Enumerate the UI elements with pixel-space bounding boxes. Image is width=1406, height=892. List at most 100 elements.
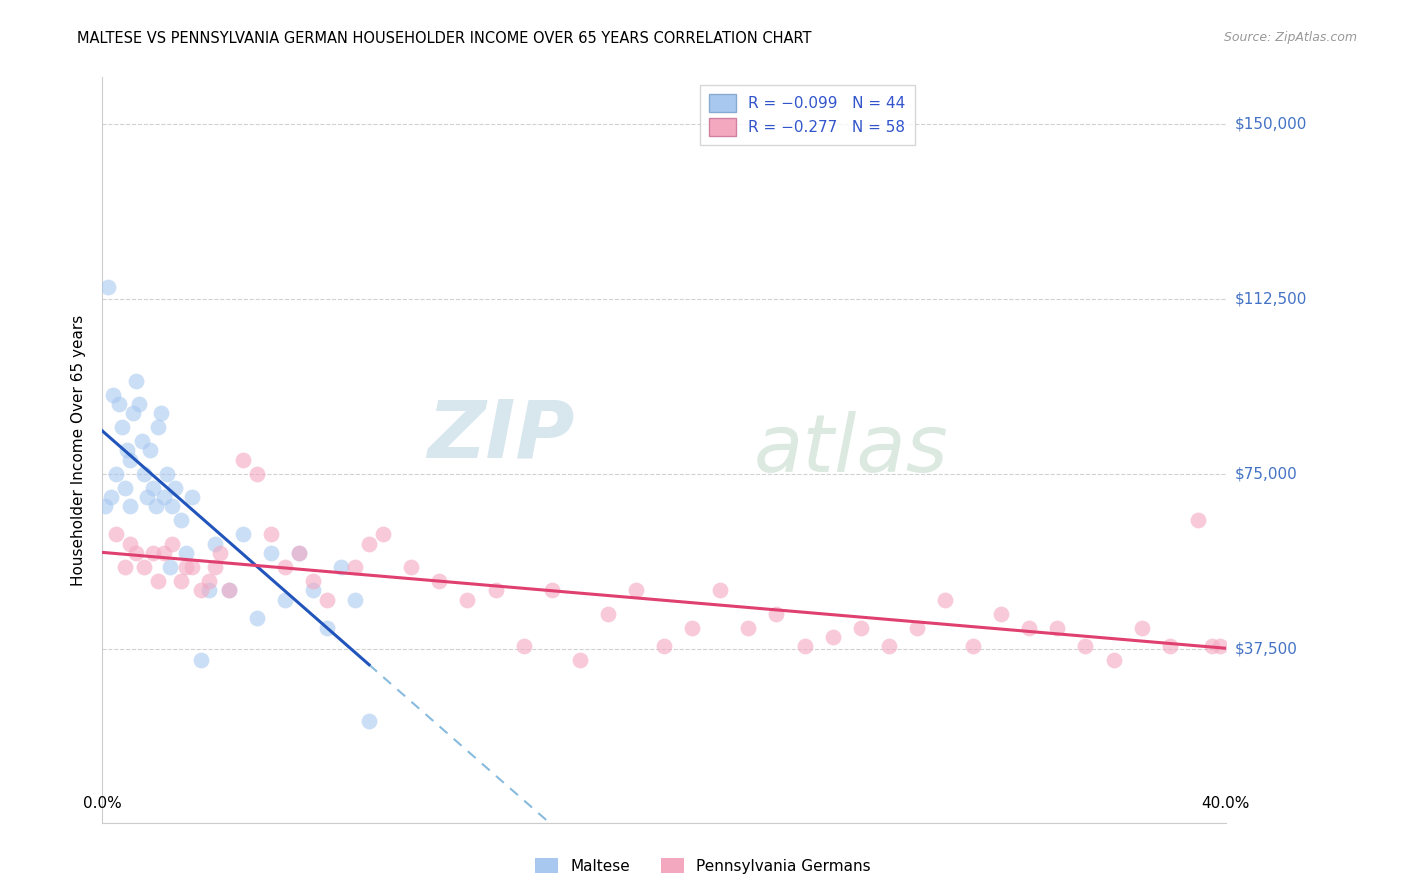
Point	[122, 406, 145, 420]
Point	[934, 592, 956, 607]
Point	[288, 546, 311, 560]
Point	[652, 640, 675, 654]
Point	[737, 621, 759, 635]
Point	[94, 500, 117, 514]
Point	[288, 546, 311, 560]
Point	[232, 452, 254, 467]
Point	[302, 574, 325, 588]
Point	[1159, 640, 1181, 654]
Point	[190, 653, 212, 667]
Point	[131, 434, 153, 449]
Point	[1018, 621, 1040, 635]
Point	[162, 500, 184, 514]
Point	[709, 583, 731, 598]
Point	[905, 621, 928, 635]
Point	[114, 560, 136, 574]
Point	[105, 467, 128, 481]
Point	[181, 490, 204, 504]
Text: $112,500: $112,500	[1234, 292, 1306, 307]
Point	[512, 640, 534, 654]
Point	[359, 537, 381, 551]
Point	[198, 574, 221, 588]
Point	[373, 527, 395, 541]
Point	[624, 583, 647, 598]
Point	[153, 546, 176, 560]
Point	[134, 467, 156, 481]
Point	[145, 500, 167, 514]
Point	[877, 640, 900, 654]
Point	[399, 560, 422, 574]
Text: Source: ZipAtlas.com: Source: ZipAtlas.com	[1223, 31, 1357, 45]
Point	[1201, 640, 1223, 654]
Point	[125, 374, 148, 388]
Point	[1187, 513, 1209, 527]
Point	[246, 467, 269, 481]
Point	[181, 560, 204, 574]
Point	[136, 490, 159, 504]
Legend: Maltese, Pennsylvania Germans: Maltese, Pennsylvania Germans	[529, 852, 877, 880]
Text: atlas: atlas	[754, 411, 949, 490]
Point	[218, 583, 240, 598]
Point	[849, 621, 872, 635]
Point	[1074, 640, 1097, 654]
Text: $75,000: $75,000	[1234, 467, 1296, 482]
Point	[344, 592, 367, 607]
Text: 40.0%: 40.0%	[1202, 796, 1250, 811]
Point	[990, 607, 1012, 621]
Point	[302, 583, 325, 598]
Point	[120, 537, 142, 551]
Point	[170, 574, 193, 588]
Point	[1130, 621, 1153, 635]
Point	[100, 490, 122, 504]
Point	[316, 592, 339, 607]
Text: ZIP: ZIP	[427, 397, 574, 475]
Point	[1102, 653, 1125, 667]
Text: MALTESE VS PENNSYLVANIA GERMAN HOUSEHOLDER INCOME OVER 65 YEARS CORRELATION CHAR: MALTESE VS PENNSYLVANIA GERMAN HOUSEHOLD…	[77, 31, 811, 46]
Point	[316, 621, 339, 635]
Point	[260, 546, 283, 560]
Point	[198, 583, 221, 598]
Point	[153, 490, 176, 504]
Point	[246, 611, 269, 625]
Point	[125, 546, 148, 560]
Point	[427, 574, 450, 588]
Point	[344, 560, 367, 574]
Point	[148, 420, 170, 434]
Point	[128, 397, 150, 411]
Point	[170, 513, 193, 527]
Point	[105, 527, 128, 541]
Text: $150,000: $150,000	[1234, 117, 1306, 131]
Point	[765, 607, 787, 621]
Legend: R = −0.099   N = 44, R = −0.277   N = 58: R = −0.099 N = 44, R = −0.277 N = 58	[700, 85, 915, 145]
Point	[156, 467, 179, 481]
Point	[120, 500, 142, 514]
Point	[821, 630, 844, 644]
Point	[962, 640, 984, 654]
Point	[176, 546, 198, 560]
Point	[1046, 621, 1069, 635]
Point	[120, 452, 142, 467]
Point	[150, 406, 173, 420]
Point	[204, 537, 226, 551]
Point	[142, 481, 165, 495]
Point	[134, 560, 156, 574]
Point	[148, 574, 170, 588]
Point	[209, 546, 232, 560]
Point	[114, 481, 136, 495]
Point	[139, 443, 162, 458]
Point	[1209, 640, 1232, 654]
Point	[793, 640, 815, 654]
Point	[596, 607, 619, 621]
Point	[108, 397, 131, 411]
Point	[218, 583, 240, 598]
Point	[274, 560, 297, 574]
Point	[232, 527, 254, 541]
Point	[204, 560, 226, 574]
Point	[162, 537, 184, 551]
Point	[274, 592, 297, 607]
Point	[142, 546, 165, 560]
Point	[159, 560, 181, 574]
Point	[103, 387, 125, 401]
Point	[484, 583, 506, 598]
Y-axis label: Householder Income Over 65 years: Householder Income Over 65 years	[72, 315, 86, 586]
